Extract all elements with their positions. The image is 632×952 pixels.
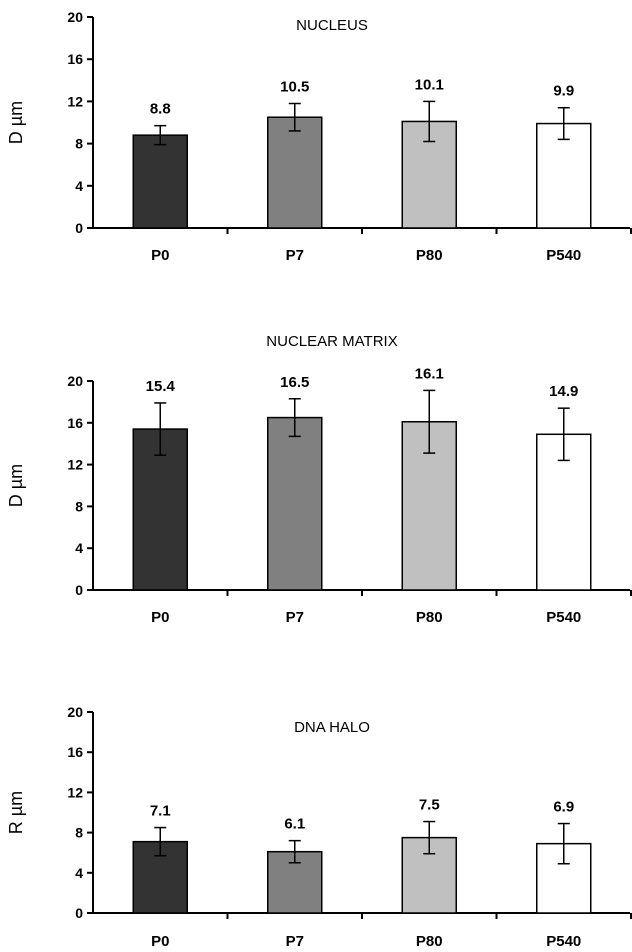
bar-p540 xyxy=(536,122,592,229)
x-category-label: P540 xyxy=(546,609,581,626)
data-label: 10.1 xyxy=(415,76,444,93)
y-tick-label: 4 xyxy=(75,178,83,194)
y-tick-label: 20 xyxy=(67,9,83,25)
x-category-label: P80 xyxy=(416,247,443,264)
chart-panel-2: NUCLEAR MATRIX D µm 0 4 8 12 16 20 15.4 P0 16.5 P7 1… xyxy=(6,333,632,626)
data-label: 6.1 xyxy=(284,816,305,833)
y-tick-label: 0 xyxy=(75,220,83,236)
data-label: 9.9 xyxy=(553,83,574,100)
x-category-label: P80 xyxy=(416,609,443,626)
x-category-label: P540 xyxy=(546,933,581,950)
x-category-label: P0 xyxy=(151,933,169,950)
y-axis-label: D µm xyxy=(6,464,26,507)
y-tick-label: 12 xyxy=(67,784,83,800)
x-category-label: P0 xyxy=(151,247,169,264)
x-category-label: P7 xyxy=(286,609,304,626)
y-tick-label: 4 xyxy=(75,540,83,556)
x-category-label: P80 xyxy=(416,933,443,950)
y-tick-label: 8 xyxy=(75,498,83,514)
data-label: 8.8 xyxy=(150,101,171,118)
x-category-label: P7 xyxy=(286,933,304,950)
data-label: 7.5 xyxy=(419,797,440,814)
bar-p7 xyxy=(267,116,323,229)
chart-title: NUCLEUS xyxy=(296,17,368,34)
chart-title: DNA HALO xyxy=(294,719,370,736)
y-tick-label: 12 xyxy=(67,93,83,109)
chart-title: NUCLEAR MATRIX xyxy=(266,333,397,350)
y-tick-label: 0 xyxy=(75,905,83,921)
data-label: 16.1 xyxy=(415,365,444,382)
y-tick-label: 12 xyxy=(67,457,83,473)
y-tick-label: 8 xyxy=(75,136,83,152)
data-label: 6.9 xyxy=(553,799,574,816)
y-tick-label: 20 xyxy=(67,373,83,389)
x-category-label: P7 xyxy=(286,247,304,264)
y-tick-label: 16 xyxy=(67,51,83,67)
data-label: 15.4 xyxy=(146,378,176,395)
y-tick-label: 8 xyxy=(75,825,83,841)
chart-panel-3: DNA HALO R µm 0 4 8 12 16 20 7.1 P0 6.1 P7 7.5 P80 6.9… xyxy=(6,704,632,950)
chart-panel-1: NUCLEUS D µm 0 4 8 12 16 20 8.8 P0 10.5 P7 10.1 P80 9.… xyxy=(6,9,632,264)
data-label: 10.5 xyxy=(280,79,309,96)
y-axis-label: R µm xyxy=(6,791,26,834)
data-label: 14.9 xyxy=(549,383,578,400)
x-category-label: P540 xyxy=(546,247,581,264)
data-label: 7.1 xyxy=(150,803,171,820)
data-label: 16.5 xyxy=(280,374,309,391)
y-tick-label: 4 xyxy=(75,865,83,881)
y-axis-label: D µm xyxy=(6,101,26,144)
bar-p0 xyxy=(132,134,188,229)
bar-p7 xyxy=(267,416,323,591)
y-tick-label: 16 xyxy=(67,415,83,431)
x-category-label: P0 xyxy=(151,609,169,626)
y-tick-label: 0 xyxy=(75,582,83,598)
y-tick-label: 16 xyxy=(67,744,83,760)
y-tick-label: 20 xyxy=(67,704,83,720)
